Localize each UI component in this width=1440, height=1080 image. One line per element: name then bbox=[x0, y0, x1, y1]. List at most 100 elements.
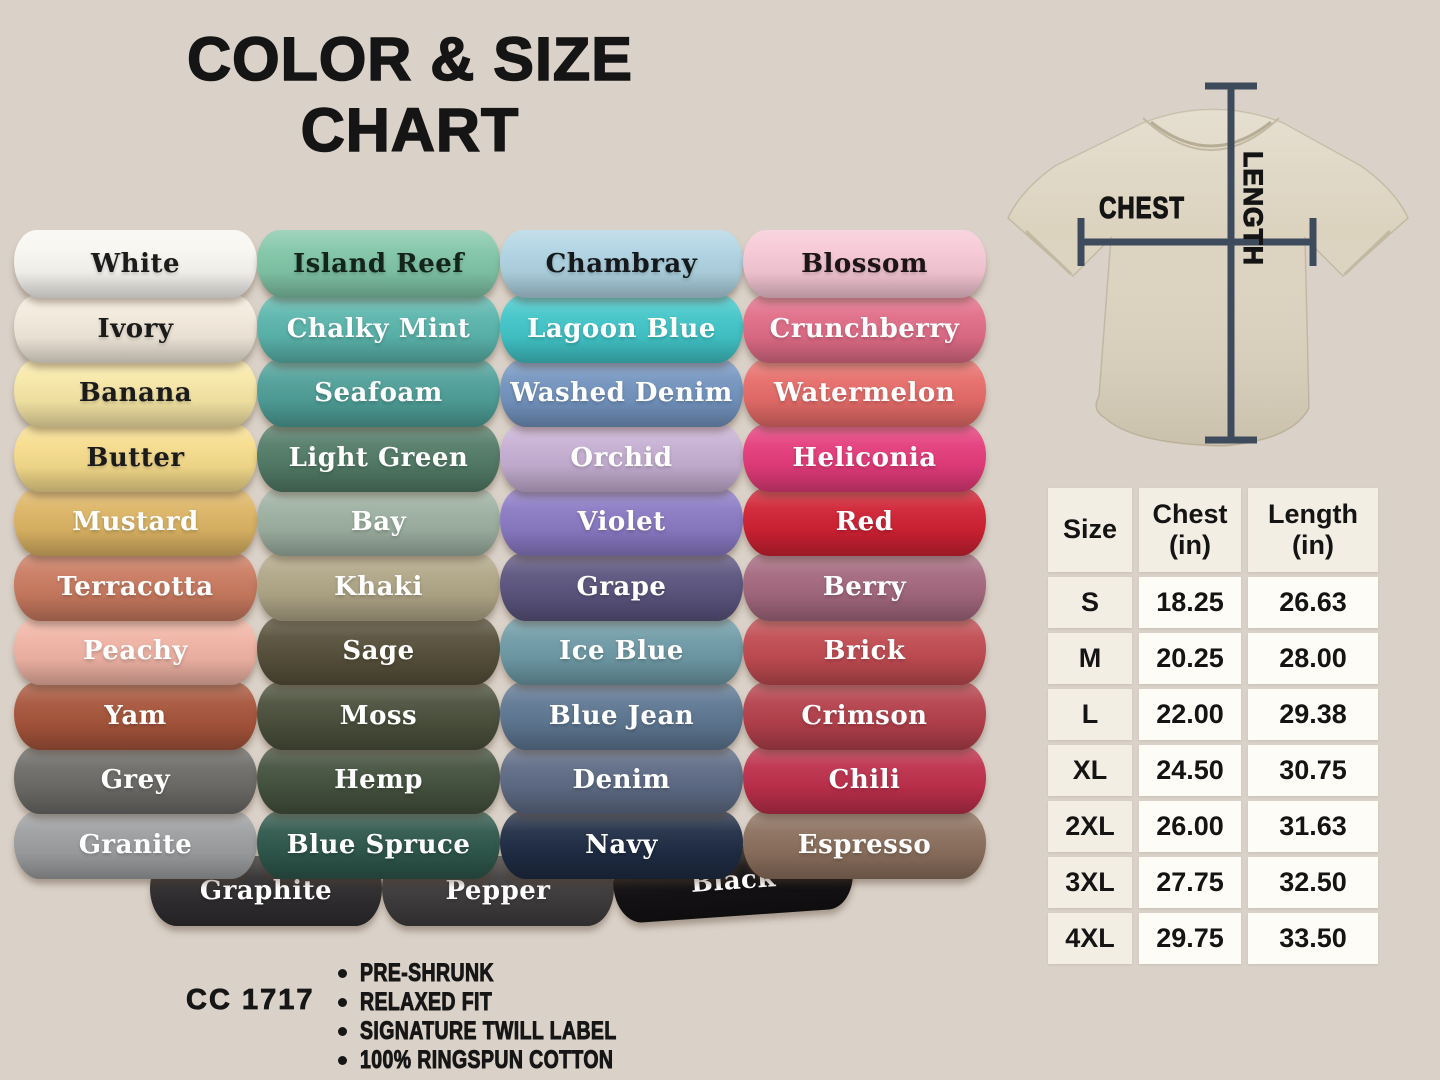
page-title-line1: COLOR & SIZE bbox=[186, 24, 633, 94]
color-swatch-label: Graphite bbox=[199, 876, 333, 906]
header-line1: Size bbox=[1062, 514, 1118, 545]
page-title-line2: CHART bbox=[300, 96, 520, 166]
color-swatch-butter: Butter bbox=[14, 423, 257, 492]
color-swatch-terracotta: Terracotta bbox=[14, 552, 257, 621]
color-swatch-label: Crimson bbox=[801, 700, 928, 731]
size-row-label: L bbox=[1048, 689, 1132, 740]
feature-label: RELAXED FIT bbox=[360, 987, 493, 1016]
color-swatch-label: White bbox=[90, 249, 181, 279]
size-table-header-cell: Length (in) bbox=[1248, 488, 1378, 572]
size-table-header-cell: Chest (in) bbox=[1139, 488, 1241, 572]
size-value-cell: 22.00 bbox=[1139, 689, 1241, 740]
color-swatch-grey: Grey bbox=[14, 746, 257, 814]
color-swatch-lagoon-blue: Lagoon Blue bbox=[500, 294, 743, 363]
feature-item: RELAXED FIT bbox=[338, 987, 689, 1016]
color-swatch-island-reef: Island Reef bbox=[257, 230, 500, 298]
color-swatch-label: Crunchberry bbox=[769, 313, 960, 344]
color-swatch-label: Washed Denim bbox=[510, 378, 733, 408]
bullet-icon bbox=[338, 997, 347, 1007]
color-swatch-denim: Denim bbox=[500, 746, 743, 814]
color-swatch-label: Island Reef bbox=[292, 249, 465, 279]
color-grid: White Ivory Banana Butter Mustard Terracotta P… bbox=[14, 230, 986, 879]
color-swatch-label: Granite bbox=[78, 829, 193, 860]
color-swatch-label: Pepper bbox=[445, 876, 551, 906]
feature-label: PRE-SHRUNK bbox=[360, 958, 494, 987]
size-row-label: M bbox=[1048, 633, 1132, 684]
color-swatch-grape: Grape bbox=[500, 552, 743, 621]
size-value-cell: 32.50 bbox=[1248, 857, 1378, 908]
color-swatch-label: Chalky Mint bbox=[286, 313, 471, 344]
color-swatch-label: Ice Blue bbox=[559, 636, 684, 666]
color-swatch-berry: Berry bbox=[743, 552, 986, 621]
color-swatch-orchid: Orchid bbox=[500, 423, 743, 492]
color-swatch-label: Orchid bbox=[570, 442, 673, 473]
size-table: Size Chest (in) Length (in) S 18.25 26.63 M 20.25… bbox=[1048, 488, 1378, 964]
bullet-icon bbox=[338, 968, 347, 978]
color-swatch-label: Moss bbox=[339, 700, 418, 731]
color-swatch-banana: Banana bbox=[14, 359, 257, 427]
color-swatch-label: Khaki bbox=[334, 571, 423, 602]
color-swatch-label: Brick bbox=[823, 636, 906, 666]
color-swatch-brick: Brick bbox=[743, 617, 986, 685]
size-row-label: 4XL bbox=[1048, 913, 1132, 964]
header-line2: (in) bbox=[1169, 530, 1211, 560]
color-swatch-label: Blue Jean bbox=[548, 700, 695, 731]
size-value-cell: 29.38 bbox=[1248, 689, 1378, 740]
color-swatch-violet: Violet bbox=[500, 488, 743, 556]
color-swatch-label: Navy bbox=[585, 829, 658, 860]
color-swatch-khaki: Khaki bbox=[257, 552, 500, 621]
color-swatch-washed-denim: Washed Denim bbox=[500, 359, 743, 427]
color-swatch-mustard: Mustard bbox=[14, 488, 257, 556]
size-row-label: 2XL bbox=[1048, 801, 1132, 852]
color-swatch-hemp: Hemp bbox=[257, 746, 500, 814]
tshirt-graphic bbox=[1007, 82, 1409, 447]
product-code: CC 1717 bbox=[186, 984, 315, 1017]
size-value-cell: 30.75 bbox=[1248, 745, 1378, 796]
color-swatch-label: Espresso bbox=[797, 829, 932, 860]
color-swatch-chili: Chili bbox=[743, 746, 986, 814]
color-swatch-label: Lagoon Blue bbox=[527, 313, 716, 344]
size-value-cell: 20.25 bbox=[1139, 633, 1241, 684]
size-row-label: 3XL bbox=[1048, 857, 1132, 908]
color-swatch-red: Red bbox=[743, 488, 986, 556]
color-swatch-label: Red bbox=[835, 507, 894, 537]
color-swatch-blue-spruce: Blue Spruce bbox=[257, 810, 500, 879]
color-swatch-label: Ivory bbox=[97, 313, 174, 344]
color-swatch-ivory: Ivory bbox=[14, 294, 257, 363]
color-swatch-label: Blue Spruce bbox=[286, 829, 471, 860]
color-swatch-chalky-mint: Chalky Mint bbox=[257, 294, 500, 363]
color-swatch-blossom: Blossom bbox=[743, 230, 986, 298]
header-line2: (in) bbox=[1292, 530, 1334, 560]
page-title: COLOR & SIZE CHART bbox=[130, 24, 690, 167]
color-swatch-watermelon: Watermelon bbox=[743, 359, 986, 427]
color-swatch-label: Light Green bbox=[288, 442, 469, 473]
length-measure-label: LENGTH bbox=[1237, 151, 1268, 267]
size-row-label: S bbox=[1048, 577, 1132, 628]
size-value-cell: 28.00 bbox=[1248, 633, 1378, 684]
color-swatch-label: Terracotta bbox=[57, 571, 214, 602]
color-swatch-label: Bay bbox=[350, 507, 407, 537]
size-value-cell: 29.75 bbox=[1139, 913, 1241, 964]
color-swatch-crimson: Crimson bbox=[743, 681, 986, 750]
color-swatch-label: Grape bbox=[576, 571, 667, 602]
color-swatch-bay: Bay bbox=[257, 488, 500, 556]
color-swatch-label: Blossom bbox=[801, 249, 928, 279]
color-swatch-label: Violet bbox=[577, 507, 666, 537]
size-row-label: XL bbox=[1048, 745, 1132, 796]
color-swatch-label: Peachy bbox=[82, 636, 189, 666]
color-swatch-light-green: Light Green bbox=[257, 423, 500, 492]
color-swatch-label: Grey bbox=[100, 765, 171, 795]
size-value-cell: 18.25 bbox=[1139, 577, 1241, 628]
size-table-header-cell: Size bbox=[1048, 488, 1132, 572]
color-swatch-granite: Granite bbox=[14, 810, 257, 879]
chest-measure-label: CHEST bbox=[1099, 189, 1185, 225]
measurement-diagram: CHEST LENGTH bbox=[993, 78, 1425, 470]
size-value-cell: 31.63 bbox=[1248, 801, 1378, 852]
color-swatch-sage: Sage bbox=[257, 617, 500, 685]
size-value-cell: 24.50 bbox=[1139, 745, 1241, 796]
color-swatch-blue-jean: Blue Jean bbox=[500, 681, 743, 750]
color-swatch-ice-blue: Ice Blue bbox=[500, 617, 743, 685]
color-swatch-espresso: Espresso bbox=[743, 810, 986, 879]
color-swatch-label: Denim bbox=[572, 765, 671, 795]
